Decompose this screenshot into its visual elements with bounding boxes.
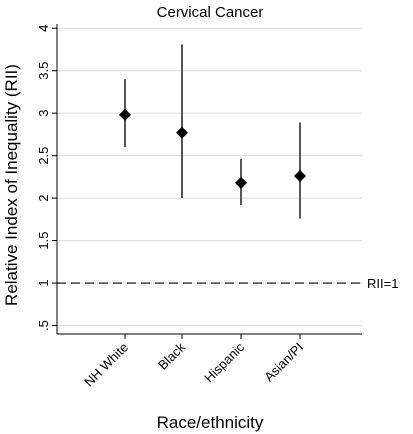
y-tick-label-7: 4 xyxy=(36,25,51,32)
x-axis-label: Race/ethnicity xyxy=(157,413,264,432)
axes: .5 1 1.5 2 2.5 3 3.5 4 NH White Black Hispanic Asia… xyxy=(36,24,362,389)
y-tick-label-2: 1.5 xyxy=(36,232,51,250)
x-tick-label-1: Black xyxy=(155,339,188,372)
x-tick-label-3: Asian/PI xyxy=(261,340,306,385)
y-tick-label-4: 2.5 xyxy=(36,147,51,165)
point-marker-3 xyxy=(294,170,306,183)
data-points xyxy=(119,44,306,219)
x-tick-label-2: Hispanic xyxy=(201,339,247,385)
y-tick-label-1: 1 xyxy=(36,279,51,286)
x-tick-label-0: NH White xyxy=(81,340,131,390)
y-tick-label-0: .5 xyxy=(36,320,51,331)
y-tick-label-6: 3.5 xyxy=(36,62,51,80)
chart-title: Cervical Cancer xyxy=(157,4,264,21)
point-marker-0 xyxy=(119,108,131,121)
y-axis-label: Relative Index of Inequality (RII) xyxy=(2,64,21,306)
y-tick-label-3: 2 xyxy=(36,194,51,201)
point-marker-2 xyxy=(235,176,247,189)
point-marker-1 xyxy=(176,126,188,139)
y-tick-label-5: 3 xyxy=(36,110,51,117)
reference-line-label: RII=1 xyxy=(367,276,398,291)
gridlines xyxy=(57,27,362,327)
reference-line-group: RII=1 xyxy=(57,276,398,291)
